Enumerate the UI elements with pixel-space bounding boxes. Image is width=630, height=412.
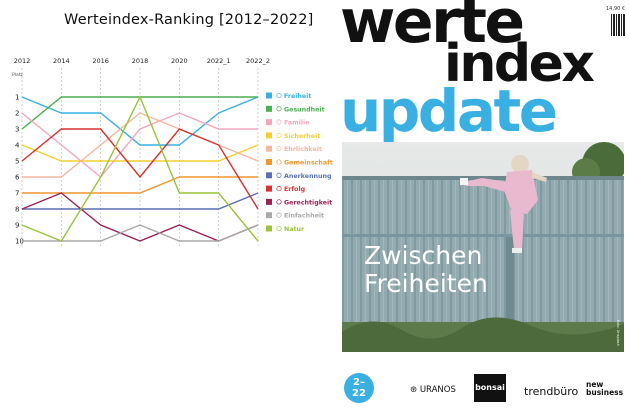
- legend-swatch-familie: [266, 119, 272, 126]
- x-tick-label: 2016: [92, 57, 109, 65]
- cover-price: 14,90 €: [606, 6, 626, 12]
- cover-headline-line2: Freiheiten: [364, 268, 488, 298]
- bonsai-logo: bonsai: [474, 374, 506, 402]
- legend-label-anerkennung: Anerkennung: [284, 173, 331, 180]
- legend-swatch-gemeinschaft: [266, 159, 272, 165]
- y-tick-label: 7: [15, 190, 19, 198]
- legend-swatch-gesundheit: [266, 105, 272, 112]
- series-line-anerkennung: [22, 192, 259, 210]
- y-tick-label: 6: [15, 174, 20, 182]
- legend-icon: [276, 146, 282, 152]
- legend-label-sicherheit: Sicherheit: [284, 133, 320, 140]
- legend-label-einfachheit: Einfachheit: [284, 213, 324, 220]
- child-figure: [460, 155, 547, 253]
- x-tick-label: 2022_1: [207, 57, 231, 65]
- chart-title: Werteindex-Ranking [2012–2022]: [64, 12, 314, 28]
- legend-icon: [276, 106, 282, 112]
- series-line-erfolg: [21, 128, 259, 210]
- y-tick-label: 2: [15, 110, 19, 118]
- magazine-cover: werte index update 14,90 €: [336, 0, 630, 412]
- trendbuero-logo: trendbüro: [524, 385, 579, 398]
- series-line-freiheit: [21, 96, 259, 146]
- legend-label-natur: Natur: [284, 226, 305, 233]
- legend-label-gemeinschaft: Gemeinschaft: [284, 160, 333, 167]
- x-tick-label: 2014: [53, 57, 70, 65]
- legend-icon: [276, 186, 282, 192]
- ranking-panel: Werteindex-Ranking [2012–2022] 2012 2014 2…: [12, 12, 333, 246]
- legend-swatch-sicherheit: [266, 132, 272, 139]
- legend-label-ehrlichkeit: Ehrlichkeit: [284, 146, 322, 153]
- y-tick-label: 3: [15, 126, 19, 134]
- photo-credit: Foto: Unsplash: [616, 320, 620, 346]
- barcode-icon: [611, 14, 625, 36]
- legend-label-gesundheit: Gesundheit: [284, 106, 325, 113]
- y-tick-label: 4: [15, 142, 20, 150]
- legend-icon: [276, 212, 282, 218]
- legend-icon: [276, 172, 282, 178]
- legend-label-freiheit: Freiheit: [284, 93, 311, 100]
- issue-badge: 2– 22: [344, 373, 374, 403]
- legend-icon: [276, 132, 282, 138]
- legend-label-familie: Familie: [284, 120, 310, 127]
- x-tick-label: 2020: [171, 57, 188, 65]
- legend-swatch-einfachheit: [266, 212, 272, 219]
- series-line-natur: [21, 95, 259, 242]
- y-axis-label: Platz: [12, 72, 23, 78]
- legend-swatch-gerechtigkeit: [266, 198, 272, 205]
- cover-word-werte: werte: [340, 0, 525, 57]
- cover-headline-line1: Zwischen: [364, 241, 483, 270]
- legend-swatch-ehrlichkeit: [266, 145, 272, 152]
- cover-headline: Zwischen Freiheiten: [364, 242, 488, 297]
- series-line-sicherheit: [21, 144, 259, 162]
- issue-line2: 22: [352, 388, 366, 399]
- series-line-familie: [21, 112, 258, 178]
- uranos-logo: ⊛ URANOS: [410, 385, 456, 395]
- legend-swatch-natur: [266, 225, 272, 232]
- new-business-line1: new: [586, 380, 604, 389]
- legend-icon: [276, 119, 282, 125]
- new-business-line2: business: [586, 387, 624, 397]
- legend-swatch-erfolg: [266, 185, 272, 192]
- legend-swatch-anerkennung: [266, 172, 272, 179]
- x-tick-label: 2012: [14, 57, 31, 65]
- y-tick-label: 9: [15, 222, 19, 230]
- y-tick-label: 1: [15, 94, 19, 102]
- legend-icon: [276, 225, 282, 232]
- issue-line1: 2–: [353, 377, 365, 388]
- legend-swatch-freiheit: [266, 92, 272, 99]
- legend-label-erfolg: Erfolg: [284, 186, 305, 193]
- x-tick-label: 2022_2: [246, 57, 270, 65]
- y-tick-label: 10: [15, 238, 24, 246]
- legend-icon: [276, 159, 282, 165]
- cover-word-index: index: [444, 34, 595, 94]
- cover-photo: Zwischen Freiheiten Foto: Unsplash: [342, 142, 624, 352]
- legend-icon: [276, 199, 282, 205]
- y-tick-label: 5: [15, 158, 19, 166]
- legend-icon: [276, 92, 282, 99]
- new-business-logo: new business: [586, 381, 623, 396]
- cover-word-update: update: [340, 77, 558, 145]
- ranking-chart: 2012 2014 2016 2018 2020 2022_1 2022_2 Platz 1 2 3…: [12, 57, 333, 246]
- y-tick-label: 8: [15, 206, 19, 214]
- legend-label-gerechtigkeit: Gerechtigkeit: [284, 199, 332, 206]
- x-tick-label: 2018: [132, 57, 149, 65]
- fence-photo-illustration: [342, 142, 624, 352]
